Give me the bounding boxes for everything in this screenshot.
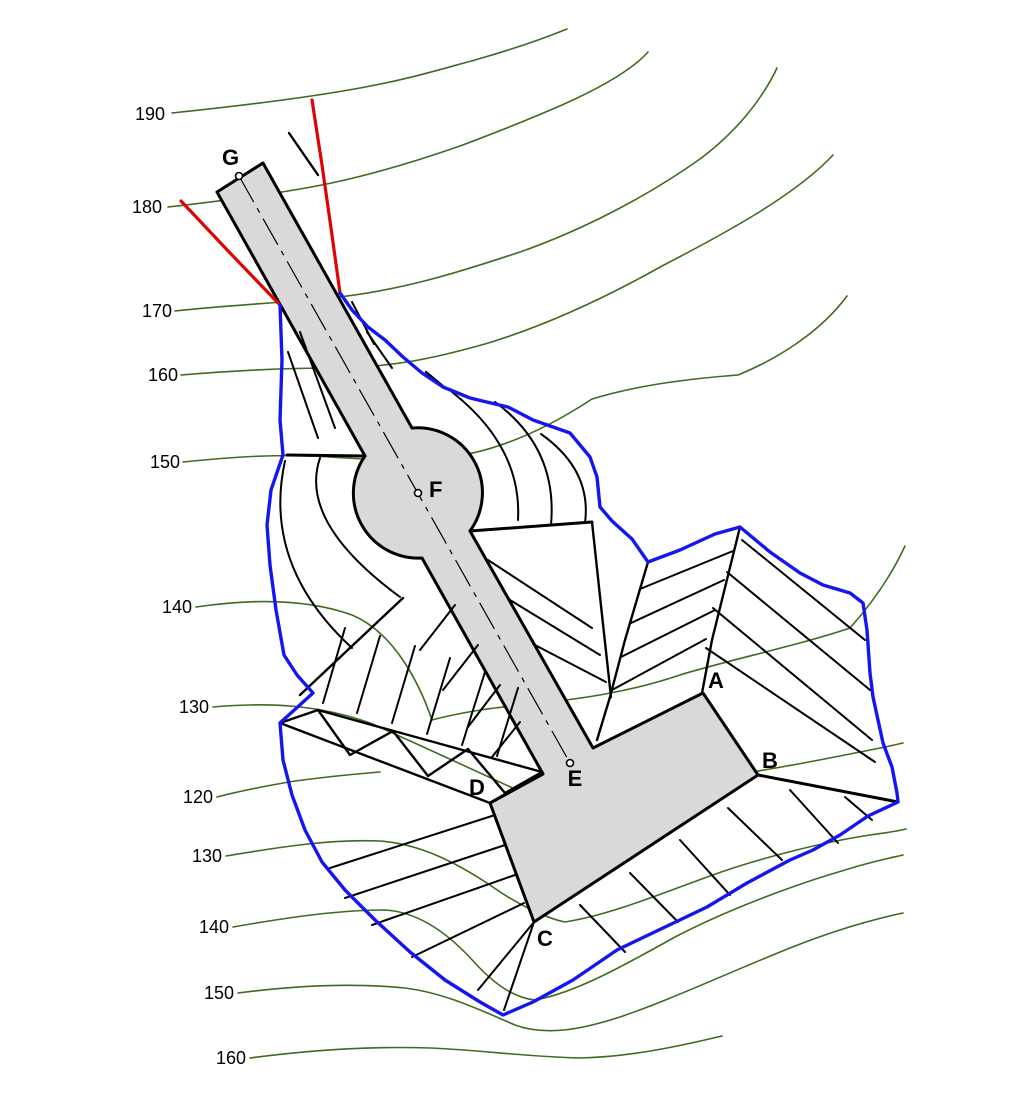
point-label-f: F bbox=[429, 477, 442, 502]
contour-label-160: 160 bbox=[148, 365, 178, 385]
slope-hatch-lines bbox=[279, 131, 876, 1011]
valley-line-2 bbox=[608, 560, 650, 699]
edge-b-southeast bbox=[756, 773, 900, 804]
contour-label-120: 120 bbox=[183, 787, 213, 807]
valley-line-3 bbox=[595, 695, 612, 742]
contour-label-160b: 160 bbox=[216, 1048, 246, 1068]
point-label-g: G bbox=[222, 145, 239, 170]
contour-label-150: 150 bbox=[150, 452, 180, 472]
earthwork-boundary bbox=[265, 291, 900, 1017]
ridge-line-left bbox=[298, 596, 405, 697]
contour-label-170: 170 bbox=[142, 301, 172, 321]
point-letter-labels: A B C D E F G bbox=[222, 145, 778, 951]
ridge-line-a bbox=[700, 525, 742, 695]
road-platform-surface bbox=[215, 161, 760, 924]
berm-wedge-diagonals bbox=[316, 708, 544, 795]
point-label-b: B bbox=[762, 748, 778, 773]
contour-line-160b bbox=[249, 1035, 723, 1059]
contour-line-190 bbox=[171, 28, 568, 114]
contour-label-140b: 140 bbox=[199, 917, 229, 937]
bench-edge-right bbox=[468, 520, 594, 533]
slope-edge-lines bbox=[278, 370, 900, 805]
contour-line-160 bbox=[180, 154, 834, 376]
contour-line-120 bbox=[216, 771, 381, 798]
road-centerline bbox=[238, 175, 571, 764]
contour-label-130: 130 bbox=[179, 697, 209, 717]
contour-line-150b bbox=[237, 912, 904, 1032]
point-marker-f bbox=[413, 488, 423, 498]
station-markers bbox=[234, 171, 575, 768]
contour-elevation-labels: 190 180 170 160 150 140 130 120 130 140 … bbox=[132, 104, 246, 1068]
contour-label-190: 190 bbox=[135, 104, 165, 124]
point-label-c: C bbox=[537, 926, 553, 951]
point-label-d: D bbox=[469, 775, 485, 800]
contour-label-150b: 150 bbox=[204, 983, 234, 1003]
red-cut-lines bbox=[179, 98, 342, 307]
contour-label-130b: 130 bbox=[192, 846, 222, 866]
point-marker-e bbox=[565, 758, 575, 768]
berm-wedge-outline bbox=[278, 708, 544, 805]
red-cut-line-left bbox=[179, 199, 282, 307]
point-label-e: E bbox=[568, 766, 583, 791]
point-marker-g bbox=[234, 171, 244, 181]
contour-label-140: 140 bbox=[162, 597, 192, 617]
bench-edge-left bbox=[285, 453, 367, 458]
point-label-a: A bbox=[708, 668, 724, 693]
red-cut-line-right bbox=[310, 98, 342, 295]
contour-label-180: 180 bbox=[132, 197, 162, 217]
contour-line-130b bbox=[225, 828, 907, 923]
valley-line-1 bbox=[590, 520, 613, 699]
